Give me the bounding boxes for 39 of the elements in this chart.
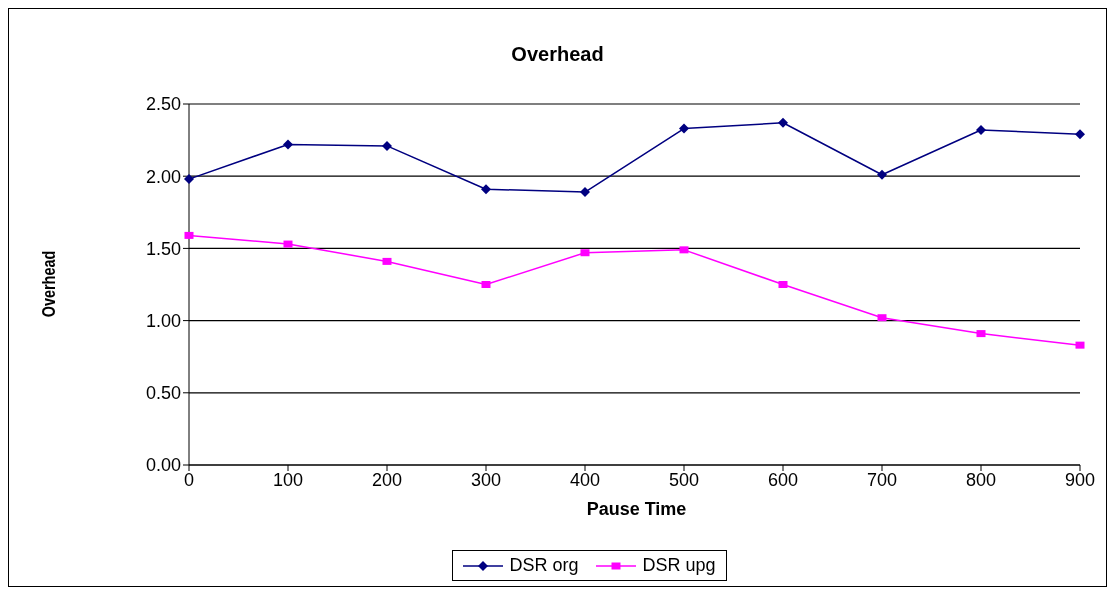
- legend-label: DSR org: [508, 555, 579, 576]
- point: [976, 330, 986, 338]
- x-tick-label: 700: [866, 469, 898, 490]
- point: [778, 281, 788, 288]
- y-tick-label: 2.50: [145, 94, 181, 115]
- x-axis-title: Pause Time: [585, 499, 688, 520]
- point: [679, 123, 689, 134]
- y-tick-label: 0.00: [145, 455, 181, 476]
- x-tick-label: 300: [470, 469, 502, 490]
- point: [184, 231, 194, 239]
- point: [679, 246, 689, 254]
- x-tick-label: 800: [965, 469, 997, 490]
- x-tick-label: 900: [1064, 469, 1096, 490]
- x-tick-label: 0: [183, 469, 195, 490]
- y-tick-label: 0.50: [145, 383, 181, 404]
- point: [283, 240, 293, 248]
- chart-title: Overhead: [510, 43, 605, 66]
- x-tick-label: 200: [371, 469, 403, 490]
- y-tick-label: 1.00: [145, 310, 181, 331]
- point: [481, 281, 491, 288]
- point: [976, 124, 986, 135]
- point: [877, 169, 887, 180]
- point: [580, 249, 590, 257]
- x-tick-label: 400: [569, 469, 601, 490]
- point: [1075, 341, 1085, 349]
- point: [877, 314, 887, 322]
- point: [382, 140, 392, 151]
- y-tick-label: 2.00: [145, 166, 181, 187]
- point: [283, 139, 293, 150]
- y-axis-title: Overhead: [38, 250, 60, 318]
- point: [481, 184, 491, 195]
- x-tick-label: 500: [668, 469, 700, 490]
- point: [580, 187, 590, 198]
- y-tick-label: 1.50: [145, 238, 181, 259]
- x-tick-label: 600: [767, 469, 799, 490]
- point: [1075, 129, 1085, 140]
- legend-label: DSR upg: [641, 555, 716, 576]
- point: [382, 257, 392, 265]
- x-tick-label: 100: [272, 469, 304, 490]
